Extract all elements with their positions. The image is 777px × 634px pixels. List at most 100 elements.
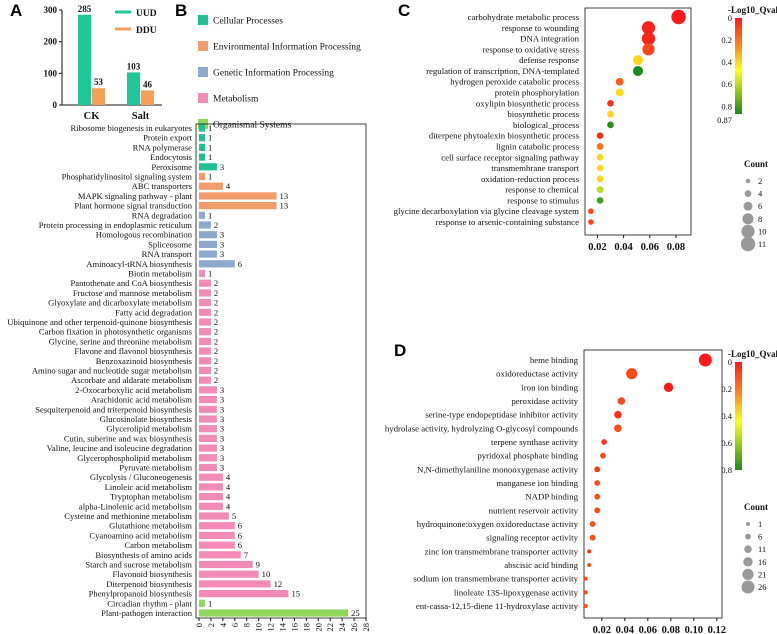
b-bar <box>199 124 205 132</box>
a-x-category-label: Salt <box>132 111 150 122</box>
d-size-legend-label: 26 <box>758 582 767 592</box>
b-bar-value-label: 1 <box>208 133 212 143</box>
c-bubble <box>607 121 614 129</box>
c-colorbar-tick-label: 0.4 <box>721 57 732 67</box>
b-bar <box>199 260 235 268</box>
b-bar-value-label: 2 <box>214 366 218 376</box>
c-bubble <box>596 153 604 161</box>
d-colorbar-tick-label: 0.6 <box>721 438 732 448</box>
b-bar <box>199 153 205 161</box>
d-term-label: heme binding <box>530 355 579 365</box>
b-bar <box>199 396 217 404</box>
b-category-label: Glycerolipid metabolism <box>106 424 192 434</box>
b-category-label: Pyruvate metabolism <box>119 463 192 473</box>
d-x-tick-label: 0.06 <box>639 625 657 634</box>
b-category-label: Glucosinolate biosynthesis <box>100 414 193 424</box>
b-category-label: Circadian rhythm - plant <box>107 598 192 608</box>
b-category-label: Benzoxazinoid biosynthesis <box>96 356 193 366</box>
c-colorbar-tick-label: 0 <box>728 13 732 23</box>
c-term-label: biological_process <box>513 120 580 130</box>
a-bar-UUD-CK <box>78 14 91 105</box>
d-colorbar-tick-label: 0.8 <box>721 465 732 475</box>
b-x-tick-label: 0 <box>194 623 204 627</box>
b-category-label: Phenylpropanoid biosynthesis <box>89 589 193 599</box>
b-bar-value-label: 1 <box>208 598 212 608</box>
b-bar-value-label: 6 <box>238 259 243 269</box>
b-category-label: Arachidonic acid metabolism <box>91 395 192 405</box>
b-bar <box>199 308 211 316</box>
c-term-label: glycine decarboxylation via glycine clea… <box>394 206 580 216</box>
d-x-tick-label: 0.08 <box>662 625 680 634</box>
b-category-label: Cyanoamino acid metabolism <box>89 530 192 540</box>
d-term-label: ent-cassa-12,15-diene 11-hydroxylase act… <box>416 601 579 611</box>
c-colorbar-tick-label: 0.2 <box>721 35 732 45</box>
c-size-legend-bubble <box>743 201 753 211</box>
c-bubble <box>588 219 594 225</box>
b-bar-value-label: 3 <box>220 443 224 453</box>
d-term-label: terpene synthase activity <box>491 437 579 447</box>
b-bar <box>199 366 211 375</box>
b-category-label: Carbon fixation in photosynthetic organi… <box>39 327 193 337</box>
c-bubble <box>633 65 643 76</box>
b-bar <box>199 386 217 394</box>
b-bar <box>199 143 205 151</box>
a-y-tick-label: 100 <box>44 68 58 78</box>
b-bar <box>199 289 211 297</box>
b-category-label: Biotin metabolism <box>128 269 192 279</box>
d-term-label: abscisic acid binding <box>504 560 578 570</box>
b-category-label: Spliceosome <box>148 239 192 249</box>
b-category-label: Starch and sucrose metabolism <box>85 560 192 570</box>
d-colorbar <box>735 362 742 470</box>
c-term-label: defense response <box>519 55 579 65</box>
c-term-label: cell surface receptor signaling pathway <box>441 152 579 162</box>
b-x-tick-label: 6 <box>230 623 240 627</box>
b-bar-value-label: 4 <box>226 181 231 191</box>
b-x-tick-label: 26 <box>349 623 359 632</box>
b-bar <box>199 560 253 569</box>
b-category-label: Amino sugar and nucleotide sugar metabol… <box>32 366 192 376</box>
d-term-label: peroxidase activity <box>511 396 578 406</box>
b-bar-value-label: 3 <box>220 249 224 259</box>
b-bar-value-label: 2 <box>214 317 218 327</box>
b-bar <box>199 376 211 384</box>
b-bar <box>199 599 205 607</box>
b-bar-value-label: 4 <box>226 492 231 502</box>
b-bar-value-label: 3 <box>220 395 224 405</box>
b-bar-value-label: 2 <box>214 298 218 308</box>
panel-label-c: C <box>398 1 410 20</box>
b-plot-frame <box>195 123 367 619</box>
b-category-label: Cysteine and methionine metabolism <box>64 511 192 521</box>
b-category-label: RNA degradation <box>132 210 193 220</box>
b-x-tick-label: 4 <box>218 622 228 627</box>
a-bar-UUD-Salt <box>127 72 140 105</box>
c-colorbar-tick-label: 0.87 <box>717 115 732 125</box>
d-colorbar-title: -Log10_Qvalue <box>728 349 777 359</box>
b-category-label: Valine, leucine and isoleucine degradati… <box>47 443 193 453</box>
d-size-legend-title: Count <box>744 502 768 512</box>
c-term-label: oxylipin biosynthetic process <box>476 98 580 108</box>
b-category-label: Glycerophospholipid metabolism <box>77 453 192 463</box>
c-term-label: response to stimulus <box>507 195 579 205</box>
c-bubble <box>641 21 656 35</box>
d-size-legend-label: 21 <box>758 569 767 579</box>
b-bar <box>199 531 235 539</box>
c-bubble <box>596 164 604 172</box>
a-bar-value-label: 46 <box>143 79 153 89</box>
a-x-category-label: CK <box>84 111 101 122</box>
d-plot-frame <box>583 349 723 619</box>
c-bubble <box>596 175 604 183</box>
b-bar-value-label: 3 <box>220 385 224 395</box>
b-bar <box>199 609 349 617</box>
b-bar-value-label: 3 <box>220 424 224 434</box>
c-bubble <box>642 43 655 56</box>
b-bar <box>199 570 259 578</box>
b-bar-value-label: 6 <box>238 530 243 540</box>
c-term-label: lignin catabolic process <box>496 141 580 151</box>
d-bubble <box>587 549 592 554</box>
b-category-label: Diterpenoid biosynthesis <box>106 579 192 589</box>
b-category-label: Biosynthesis of amino acids <box>95 550 192 560</box>
b-bar-value-label: 10 <box>262 569 271 579</box>
d-bubble <box>663 382 674 393</box>
d-term-label: serine-type endopeptidase inhibitor acti… <box>425 410 578 420</box>
c-term-label: response to wounding <box>502 23 580 33</box>
